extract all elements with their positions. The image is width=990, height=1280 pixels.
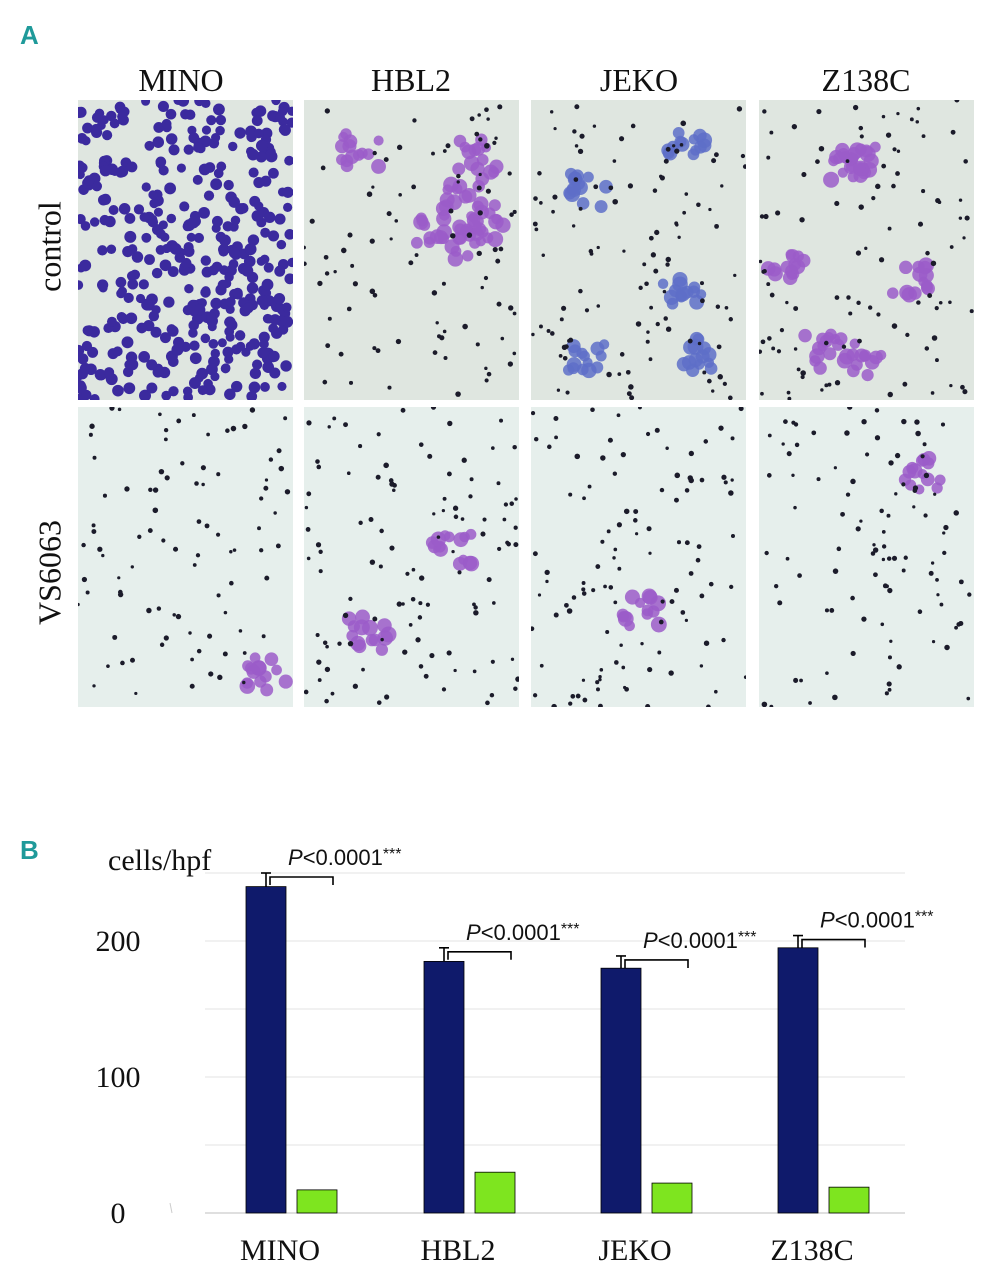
significance-bracket [447,951,512,960]
micrograph-control-jeko [531,100,746,400]
bar-control-mino [245,886,287,1214]
panel-a-letter: A [20,20,39,50]
origin-mark [169,1202,173,1214]
x-category-label: JEKO [598,1234,671,1267]
p-value-label: P<0.0001*** [820,908,934,933]
p-value-label: P<0.0001*** [466,920,580,945]
column-label-mino: MINO [138,62,224,98]
bar-vs6063-mino [296,1189,338,1214]
bar-control-hbl2 [423,960,465,1214]
x-category-label: HBL2 [421,1234,496,1267]
column-label-jeko: JEKO [599,62,679,98]
y-tick-label: 100 [96,1061,141,1094]
p-value-label: P<0.0001*** [288,845,402,870]
micrograph-control-z138c [759,100,974,400]
row-label-vs6063: VS6063 [31,520,68,625]
micrograph-control-mino [78,100,293,400]
panel-b-letter: B [20,835,39,865]
x-category-label: MINO [240,1234,320,1267]
micrograph-vs6063-mino [78,407,293,707]
column-label-hbl2: HBL2 [371,62,451,98]
micrograph-vs6063-hbl2 [304,407,519,707]
bar-control-jeko [600,967,642,1214]
bar-vs6063-z138c [828,1186,870,1214]
row-label-control: control [31,201,68,292]
x-category-label: Z138C [770,1234,853,1267]
bar-vs6063-jeko [651,1182,693,1214]
y-tick-label: 200 [96,925,141,958]
y-axis-label: cells/hpf [108,844,211,877]
micrograph-control-hbl2 [304,100,519,400]
micrograph-vs6063-jeko [531,407,746,707]
significance-bracket [801,938,866,948]
column-label-z138c: Z138C [821,62,911,98]
p-value-label: P<0.0001*** [643,928,757,953]
micrograph-vs6063-z138c [759,407,974,707]
bar-vs6063-hbl2 [474,1171,516,1214]
significance-bracket [624,959,689,968]
significance-bracket [269,876,334,885]
y-tick-label: 0 [111,1197,126,1230]
bar-control-z138c [777,947,819,1214]
bar-chart: 0 100 200 cells/hpf MINO P<0.0001*** HBL2 P<0.0… [96,844,934,1267]
